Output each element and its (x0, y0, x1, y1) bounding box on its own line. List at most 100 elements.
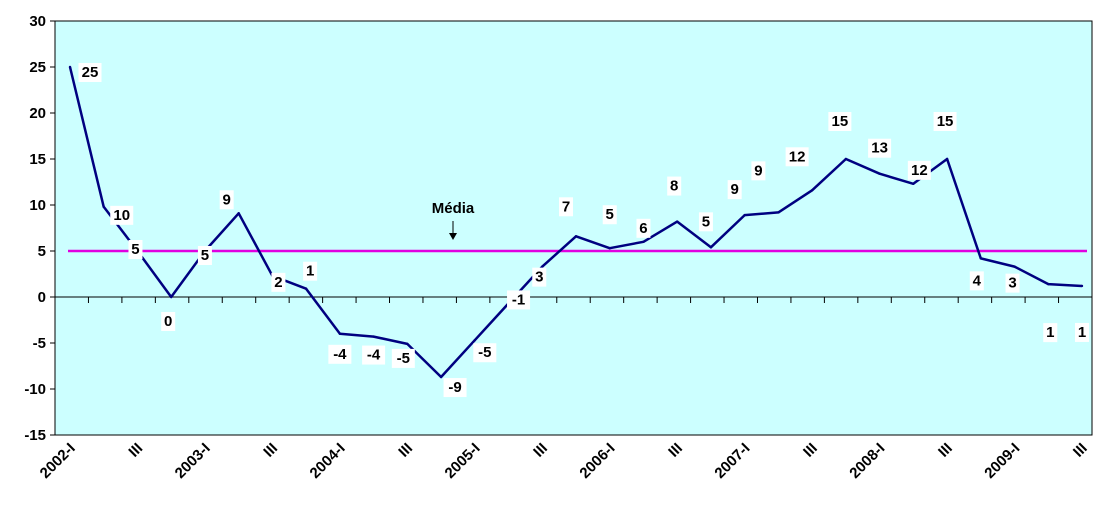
data-label-background (197, 246, 212, 265)
data-point (574, 235, 578, 238)
x-tick-label: 2004-I (307, 440, 349, 482)
data-label: -5 (478, 344, 491, 361)
data-label-background (785, 147, 809, 167)
y-tick-label: 25 (29, 59, 46, 76)
data-label: -4 (333, 346, 347, 363)
y-tick-label: 10 (29, 197, 46, 214)
data-point (1013, 265, 1016, 268)
data-label: 5 (606, 206, 614, 223)
data-label: -9 (448, 379, 461, 396)
data-label: 1 (1046, 324, 1054, 341)
x-tick-label: 2005-I (442, 440, 484, 482)
data-label: 25 (82, 64, 99, 81)
data-label: 1 (306, 263, 314, 280)
y-tick-label: 0 (38, 289, 46, 306)
data-point (810, 189, 814, 192)
y-tick-label: 15 (29, 151, 46, 168)
data-point (406, 342, 409, 346)
y-tick-label: -5 (33, 335, 46, 352)
data-point (170, 295, 173, 299)
data-point (979, 257, 982, 260)
mean-annotation-label: Média (432, 200, 475, 217)
data-point (945, 157, 949, 161)
data-label-background (110, 205, 134, 225)
data-label-background (78, 63, 102, 82)
x-tick-label: III (935, 440, 956, 461)
data-point (541, 265, 544, 268)
data-label: 5 (702, 213, 710, 230)
arrow-head-icon (449, 233, 457, 240)
data-label: 1 (1078, 324, 1086, 341)
data-point (439, 375, 443, 379)
data-point (304, 287, 308, 290)
data-label: 12 (911, 162, 928, 179)
data-label-background (559, 197, 573, 217)
y-axis: -15 -10 -5 0 5 10 15 20 25 30 (24, 13, 55, 444)
x-tick-label: III (1070, 440, 1091, 461)
data-label-background (532, 267, 547, 287)
x-tick-label: 2009-I (981, 440, 1023, 482)
data-label-background (128, 240, 143, 259)
data-point (102, 205, 105, 209)
data-label-background (1075, 322, 1089, 342)
data-label: 13 (871, 140, 888, 157)
data-point (473, 339, 476, 342)
y-tick-label: 30 (29, 13, 46, 30)
data-point (844, 157, 848, 161)
data-point (777, 211, 780, 214)
x-tick-label: 2007-I (711, 440, 753, 482)
data-point (709, 246, 713, 249)
x-tick-label: III (395, 440, 416, 461)
data-point (642, 240, 645, 243)
data-label: -5 (397, 350, 410, 367)
data-label-background (161, 312, 176, 331)
x-tick-label: 2006-I (576, 440, 618, 482)
x-tick-label: III (260, 440, 281, 461)
data-point (912, 182, 915, 186)
y-tick-label: 20 (29, 105, 46, 122)
data-label-background (473, 343, 497, 363)
data-label-background (271, 272, 286, 292)
data-label-background (868, 138, 892, 158)
data-point (676, 220, 679, 223)
data-label: 15 (937, 113, 954, 130)
data-label: 3 (535, 269, 543, 286)
data-label: 5 (131, 241, 139, 258)
data-label-background (751, 161, 766, 181)
data-label-background (1043, 323, 1058, 343)
series-group (68, 65, 1084, 379)
data-point (1080, 284, 1084, 288)
data-point (608, 247, 611, 250)
y-tick-label: -15 (24, 427, 46, 444)
plot-area (54, 20, 1093, 436)
x-tick-label: III (665, 440, 686, 461)
y-tick-label: 5 (38, 243, 46, 260)
data-label-background (391, 348, 415, 368)
data-label-background (328, 344, 352, 364)
data-label: 3 (1008, 275, 1016, 292)
data-label-background (667, 176, 682, 196)
data-label-background (602, 205, 617, 225)
data-label: -4 (367, 347, 381, 364)
data-label: 6 (639, 220, 647, 237)
data-label: 4 (973, 272, 982, 289)
data-point (338, 332, 342, 335)
data-label-background (969, 271, 984, 291)
data-label-background (443, 378, 467, 398)
data-label: 12 (789, 148, 806, 165)
data-label: 15 (832, 113, 849, 130)
reference-group: Média (68, 200, 1087, 253)
x-tick-label: III (530, 440, 551, 461)
data-label: 0 (164, 313, 172, 330)
data-label: 10 (113, 207, 130, 224)
data-label-background (362, 345, 386, 365)
data-point (237, 212, 240, 215)
data-label: 9 (222, 191, 230, 208)
data-label-background (933, 112, 957, 131)
data-label: 2 (274, 274, 282, 291)
x-tick-label: III (125, 440, 146, 461)
data-label-background (698, 212, 713, 232)
data-point (68, 65, 72, 69)
